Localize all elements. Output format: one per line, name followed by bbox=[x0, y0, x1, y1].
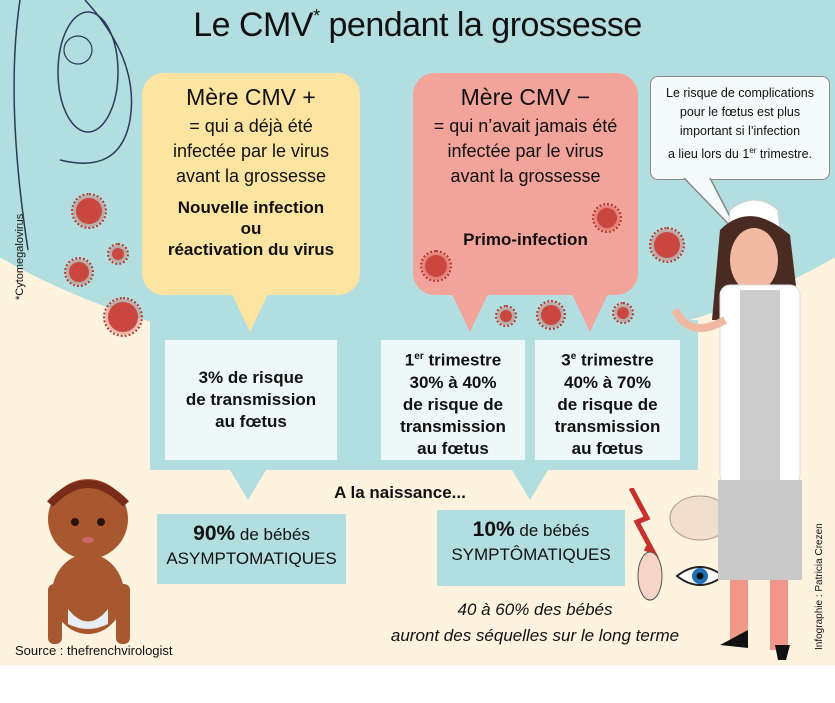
virus-icon bbox=[103, 297, 143, 337]
text: ASYMPTOMATIQUES bbox=[166, 549, 337, 568]
pointer bbox=[512, 470, 548, 500]
text: 10% de bébés bbox=[472, 518, 590, 541]
pointer bbox=[230, 470, 266, 500]
ear-icon bbox=[637, 551, 663, 601]
pregnancy-outline-icon bbox=[13, 0, 133, 251]
virus-icon bbox=[64, 257, 94, 287]
virus-icon bbox=[536, 300, 566, 330]
text: 3e trimestre bbox=[561, 350, 654, 370]
type: ou bbox=[240, 219, 262, 238]
mere-cmv-moins-box: Mère CMV − = qui n’avait jamais été infe… bbox=[413, 73, 638, 295]
baby-illustration bbox=[47, 479, 130, 644]
text: pour le fœtus est plus bbox=[679, 105, 801, 119]
text: 40% à 70% bbox=[564, 372, 651, 392]
text: transmission bbox=[554, 416, 661, 436]
text: 1er trimestre bbox=[404, 350, 502, 370]
risk-box-trimestre-1: 1er trimestre 30% à 40% de risque de tra… bbox=[381, 340, 525, 460]
footnote: *Cytomegalovirus bbox=[14, 213, 26, 300]
text: 30% à 40% bbox=[409, 372, 497, 392]
virus-icon bbox=[612, 302, 634, 324]
page-title: Le CMV* pendant la grossesse bbox=[193, 6, 642, 44]
heading: Mère CMV + bbox=[186, 84, 316, 110]
symptomatic-box: 10% de bébés SYMPTÔMATIQUES bbox=[437, 510, 625, 586]
risk-box-trimestre-3: 3e trimestre 40% à 70% de risque de tran… bbox=[535, 340, 680, 460]
symptom-icons bbox=[628, 488, 731, 601]
text: 3% de risque bbox=[198, 368, 304, 387]
text: auront des séquelles sur le long terme bbox=[390, 626, 680, 645]
text: infectée par le virus bbox=[447, 141, 604, 161]
pointer bbox=[572, 294, 608, 332]
text: important si l’infection bbox=[679, 124, 801, 138]
naissance-label: A la naissance... bbox=[334, 483, 466, 502]
sequelles-text: 40 à 60% des bébés auront des séquelles … bbox=[370, 597, 700, 649]
virus-icon bbox=[107, 243, 129, 265]
lightning-icon bbox=[628, 488, 659, 558]
virus-icon bbox=[420, 250, 452, 282]
virus-icon bbox=[495, 305, 517, 327]
text: = qui a déjà été bbox=[189, 116, 313, 136]
text: = qui n’avait jamais été bbox=[433, 116, 618, 136]
text: infectée par le virus bbox=[172, 141, 330, 161]
pointer bbox=[452, 294, 488, 332]
text: 90% de bébés bbox=[193, 522, 310, 545]
type: Nouvelle infection bbox=[177, 198, 325, 217]
text: au fœtus bbox=[215, 412, 287, 431]
virus-icon bbox=[592, 203, 622, 233]
text: de transmission bbox=[185, 390, 317, 409]
text: au fœtus bbox=[571, 438, 644, 458]
text: de risque de bbox=[402, 394, 504, 414]
mere-cmv-plus-box: Mère CMV + = qui a déjà été infectée par… bbox=[142, 73, 360, 295]
speech-bubble: Le risque de complications pour le fœtus… bbox=[650, 76, 830, 180]
text: SYMPTÔMATIQUES bbox=[451, 545, 611, 564]
type: Primo-infection bbox=[463, 230, 588, 249]
text: transmission bbox=[400, 416, 506, 436]
text: 40 à 60% des bébés bbox=[457, 600, 613, 619]
text: Le risque de complications bbox=[666, 86, 814, 100]
text: au fœtus bbox=[417, 438, 489, 458]
type: réactivation du virus bbox=[167, 240, 335, 259]
text: avant la grossesse bbox=[450, 166, 601, 186]
virus-icon bbox=[649, 227, 685, 263]
virus-icon bbox=[71, 193, 107, 229]
nurse-illustration bbox=[671, 199, 802, 660]
pointer bbox=[232, 294, 268, 332]
text: avant la grossesse bbox=[175, 166, 327, 186]
text: a lieu lors du 1er trimestre. bbox=[668, 146, 812, 162]
text: de risque de bbox=[557, 394, 658, 414]
heading: Mère CMV − bbox=[460, 84, 591, 110]
risk-box-mere-plus: 3% de risque de transmission au fœtus bbox=[165, 340, 337, 460]
source: Source : thefrenchvirologist bbox=[15, 643, 173, 658]
asymptomatic-box: 90% de bébés ASYMPTOMATIQUES bbox=[157, 514, 346, 584]
